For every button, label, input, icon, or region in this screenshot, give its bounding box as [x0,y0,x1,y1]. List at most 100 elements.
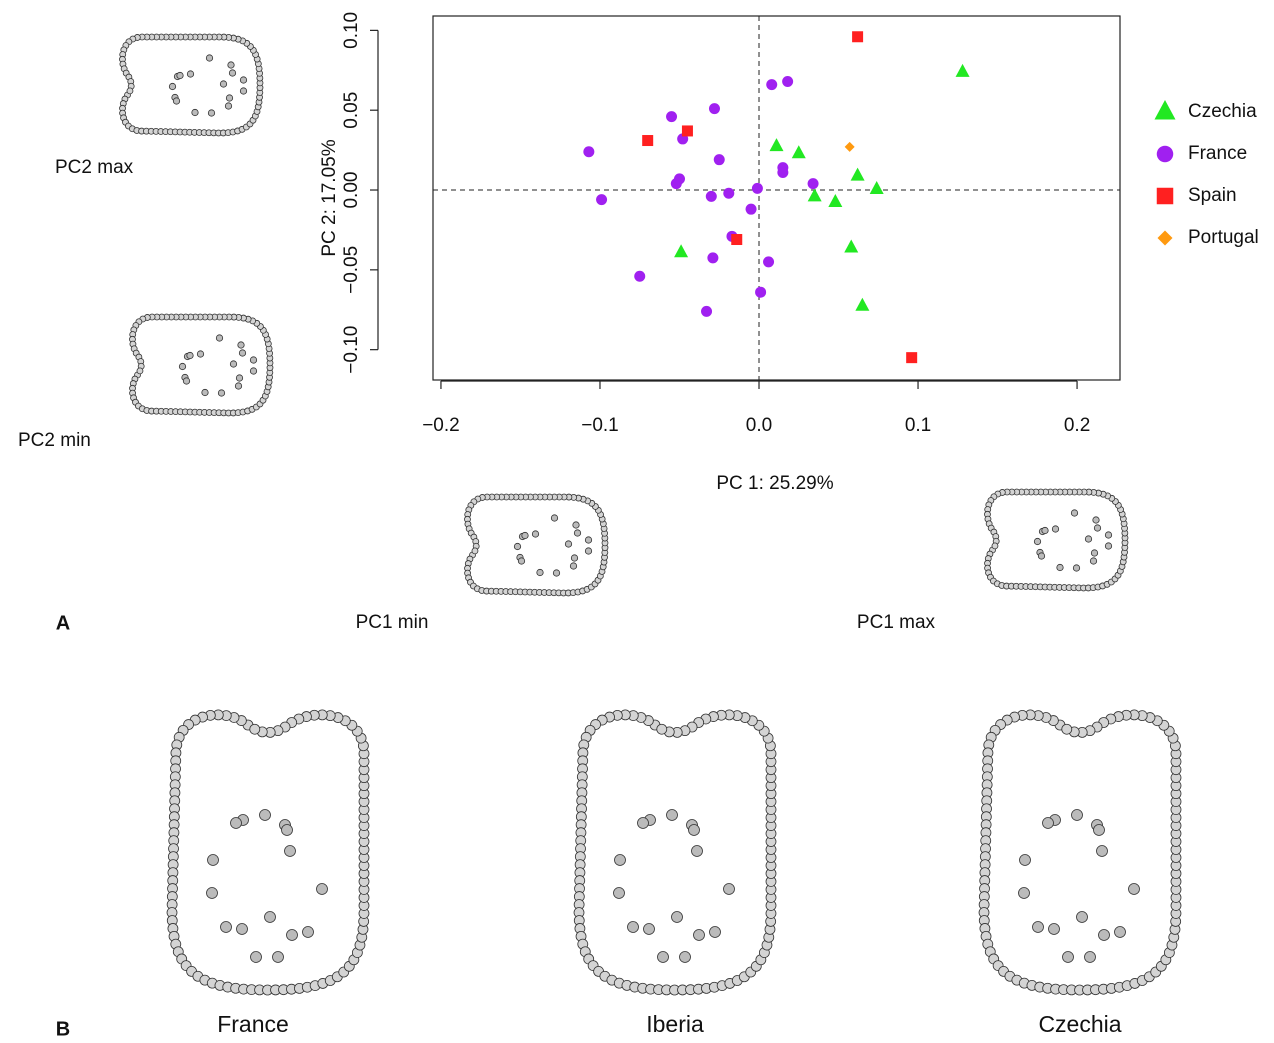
legend-marker [1156,145,1174,163]
data-point [844,141,855,152]
legend-label: France [1188,143,1247,164]
landmark [709,926,721,938]
landmark [614,854,626,866]
legend-marker [1154,100,1176,120]
data-point [791,145,806,159]
landmark [1070,509,1079,517]
landmark [679,951,691,963]
data-point [596,194,608,206]
landmark [723,883,735,895]
landmark [264,911,276,923]
outline-bead [991,542,999,550]
landmark [250,951,262,963]
landmark [1104,542,1113,550]
data-point [583,146,595,158]
landmark [1042,817,1054,829]
data-point [850,167,865,181]
landmark [215,334,224,342]
landmark [228,69,237,77]
landmark [671,911,683,923]
landmark [1076,911,1088,923]
landmark [219,80,228,88]
landmark [1037,552,1046,560]
landmark [207,854,219,866]
landmark [249,367,258,375]
landmark [1071,809,1083,821]
data-point [777,166,789,178]
data-point [751,182,763,194]
landmark [513,542,522,551]
landmark [1096,845,1108,857]
legend-label: Czechia [1188,101,1257,122]
landmark [225,94,234,102]
landmark [691,845,703,857]
data-point [906,352,918,364]
x-tick-label: −0.1 [581,415,619,436]
landmark [693,929,705,941]
landmark [178,362,187,371]
landmark [249,356,258,364]
landmark [637,817,649,829]
landmark [517,557,526,565]
landmark [569,562,578,570]
landmark [666,809,678,821]
data-point [745,203,757,215]
landmark [1093,824,1105,836]
y-tick-label: 0.05 [341,92,362,129]
x-tick-label: 0.2 [1064,415,1090,436]
landmark [168,82,177,91]
landmark [1062,951,1074,963]
landmark [237,341,245,349]
x-tick-label: 0.1 [905,415,931,436]
outline-bead [1061,723,1073,735]
y-axis-title: PC 2: 17.05% [319,139,340,256]
landmark [1090,549,1099,557]
shape-label: PC1 min [356,612,429,633]
landmark [550,514,559,522]
data-point [731,234,743,246]
landmark [1128,883,1140,895]
landmark [272,951,284,963]
landmark [259,809,271,821]
data-point [766,79,778,91]
landmark [239,76,248,84]
landmark [643,923,655,935]
data-point [852,31,864,43]
landmark [570,554,579,562]
shape-label: PC1 max [857,612,936,633]
y-tick-label: 0.10 [341,12,362,49]
outline-bead [656,723,668,735]
panel-label: B [56,1018,70,1040]
data-point [955,63,970,77]
landmark [1033,537,1042,546]
landmark [191,108,199,117]
data-point [642,135,654,147]
landmark [176,71,184,80]
landmark [1018,887,1030,899]
landmark [235,374,244,382]
data-point [674,244,689,258]
data-point [828,193,843,207]
data-point [705,190,717,202]
landmark [521,531,529,540]
landmark [239,87,248,95]
landmark [1048,923,1060,935]
landmark [186,70,195,78]
landmark [236,923,248,935]
landmark [1092,516,1100,524]
landmark [186,351,194,360]
landmark [217,389,226,397]
landmark [229,360,238,368]
landmark [220,921,232,933]
data-point [769,138,784,152]
data-point [707,252,719,264]
outline-bead [471,547,479,555]
landmark [182,377,191,385]
landmark [172,97,181,105]
data-point [782,75,794,87]
landmark [302,926,314,938]
data-point [670,178,682,190]
legend-marker [1157,230,1173,246]
